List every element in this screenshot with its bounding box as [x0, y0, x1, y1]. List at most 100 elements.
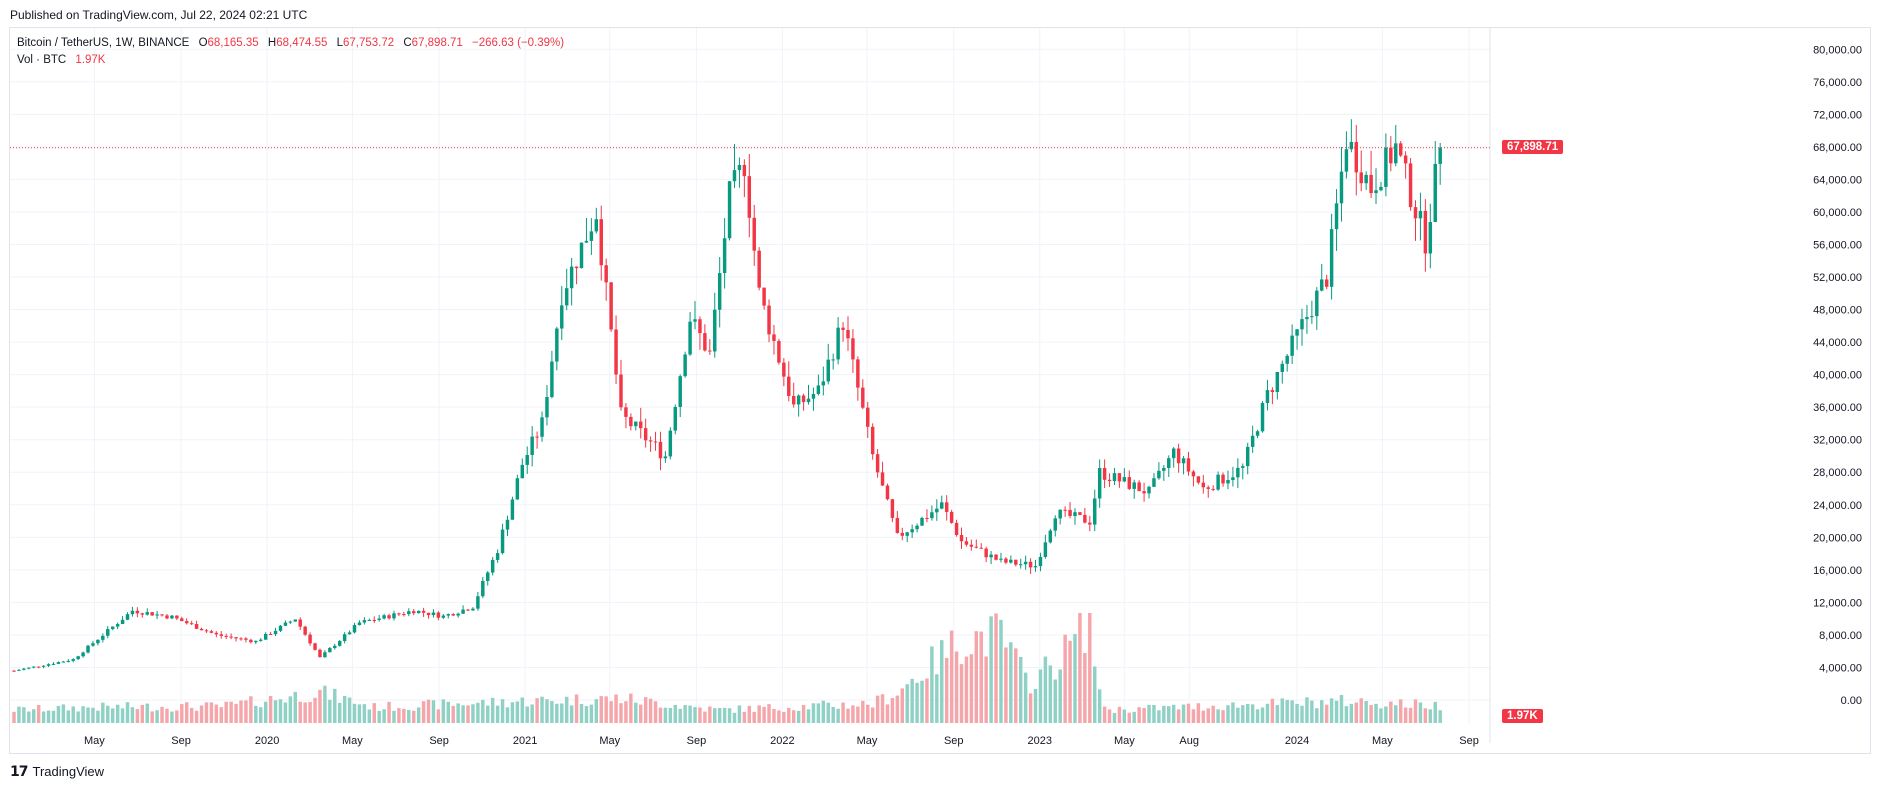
volume-bar	[984, 656, 988, 723]
candle-body	[693, 319, 697, 322]
volume-bar	[1398, 699, 1403, 723]
candle-body	[66, 660, 71, 662]
candle-body	[624, 407, 628, 417]
candle-body	[27, 667, 31, 669]
volume-bar	[698, 707, 702, 723]
candle-body	[772, 334, 776, 341]
volume-bar	[101, 702, 105, 723]
volume-bar	[1285, 699, 1289, 723]
volume-bar	[1270, 698, 1275, 723]
volume-bar	[313, 697, 317, 723]
volume-bar	[318, 689, 322, 723]
legend-ohlc-row: Bitcoin / TetherUS, 1W, BINANCE O68,165.…	[17, 35, 564, 52]
candle-body	[441, 615, 446, 618]
candle-body	[1073, 512, 1077, 516]
candle-body	[1122, 477, 1127, 482]
volume-bar	[1147, 704, 1151, 723]
candle-body	[1097, 468, 1102, 499]
volume-bar	[293, 691, 298, 723]
candle-body	[495, 553, 500, 560]
candle-body	[525, 454, 529, 465]
volume-bar	[278, 699, 283, 723]
volume-bar	[1324, 704, 1329, 723]
candle-body	[476, 596, 480, 609]
candle-body	[1216, 474, 1220, 490]
legend-volume-row: Vol · BTC 1.97K	[17, 52, 564, 69]
volume-bar	[456, 703, 460, 723]
candle-body	[1102, 468, 1107, 480]
candle-body	[643, 428, 648, 441]
volume-bar	[1171, 704, 1176, 723]
volume-bar	[377, 710, 381, 723]
volume-bar	[495, 705, 500, 723]
volume-bar	[821, 700, 826, 723]
candle-body	[846, 329, 850, 339]
candle-body	[1300, 319, 1304, 330]
volume-bar	[160, 706, 164, 723]
volume-bar	[421, 701, 426, 723]
volume-bar	[1176, 709, 1181, 723]
volume-bar	[910, 678, 914, 723]
open-label: O	[198, 37, 208, 49]
volume-bar	[703, 711, 707, 723]
volume-bar	[1142, 707, 1146, 723]
candle-body	[333, 645, 337, 649]
volume-bar	[500, 699, 505, 723]
volume-bar	[431, 700, 436, 723]
candle-body	[1329, 229, 1334, 287]
candle-body	[283, 622, 288, 626]
volume-bar	[574, 694, 579, 723]
volume-bar	[1078, 613, 1082, 723]
chart-legend: Bitcoin / TetherUS, 1W, BINANCE O68,165.…	[17, 35, 564, 69]
volume-bar	[787, 707, 791, 723]
volume-bar	[1206, 708, 1210, 723]
candle-body	[337, 641, 342, 646]
candle-body	[392, 613, 396, 619]
candle-body	[303, 626, 307, 635]
candle-body	[806, 398, 811, 403]
volume-bar	[994, 613, 998, 723]
volume-bar	[106, 705, 110, 723]
candle-body	[106, 629, 110, 636]
candle-body	[1157, 470, 1161, 479]
volume-bar	[1196, 703, 1201, 723]
y-tick-label: 8,000.00	[1819, 630, 1862, 642]
candle-body	[86, 645, 90, 653]
candle-body	[959, 535, 964, 542]
volume-bar	[648, 698, 653, 723]
volume-bar	[224, 701, 228, 723]
candle-body	[1344, 149, 1349, 172]
candle-body	[110, 626, 115, 630]
candle-body	[727, 181, 732, 239]
volume-bar	[767, 704, 771, 723]
symbol-label: Bitcoin / TetherUS, 1W, BINANCE	[17, 37, 190, 49]
x-tick-label: 2022	[770, 735, 794, 747]
footer-brand[interactable]: 𝟭𝟳 TradingView	[10, 763, 104, 780]
volume-bar	[678, 708, 682, 723]
volume-bar	[254, 705, 258, 723]
volume-bar	[86, 707, 90, 723]
candle-body	[259, 639, 263, 641]
candle-body	[816, 385, 821, 394]
volume-bar	[180, 704, 184, 723]
volume-bar	[935, 674, 939, 723]
volume-bar	[61, 704, 66, 723]
candle-body	[619, 374, 623, 408]
candle-body	[1295, 329, 1299, 336]
candle-body	[1132, 482, 1136, 489]
candle-body	[574, 266, 579, 269]
candle-body	[831, 359, 835, 361]
volume-bar	[1102, 706, 1107, 723]
candle-body	[594, 219, 599, 232]
volume-bar	[915, 682, 919, 723]
volume-bar	[866, 704, 870, 723]
volume-bar	[772, 708, 776, 723]
volume-bar	[688, 705, 692, 723]
candle-body	[1004, 558, 1008, 563]
candle-body	[875, 454, 880, 473]
volume-bar	[1280, 698, 1284, 723]
volume-bar	[609, 701, 613, 723]
candle-body	[263, 633, 268, 640]
brand-label: TradingView	[32, 764, 105, 779]
